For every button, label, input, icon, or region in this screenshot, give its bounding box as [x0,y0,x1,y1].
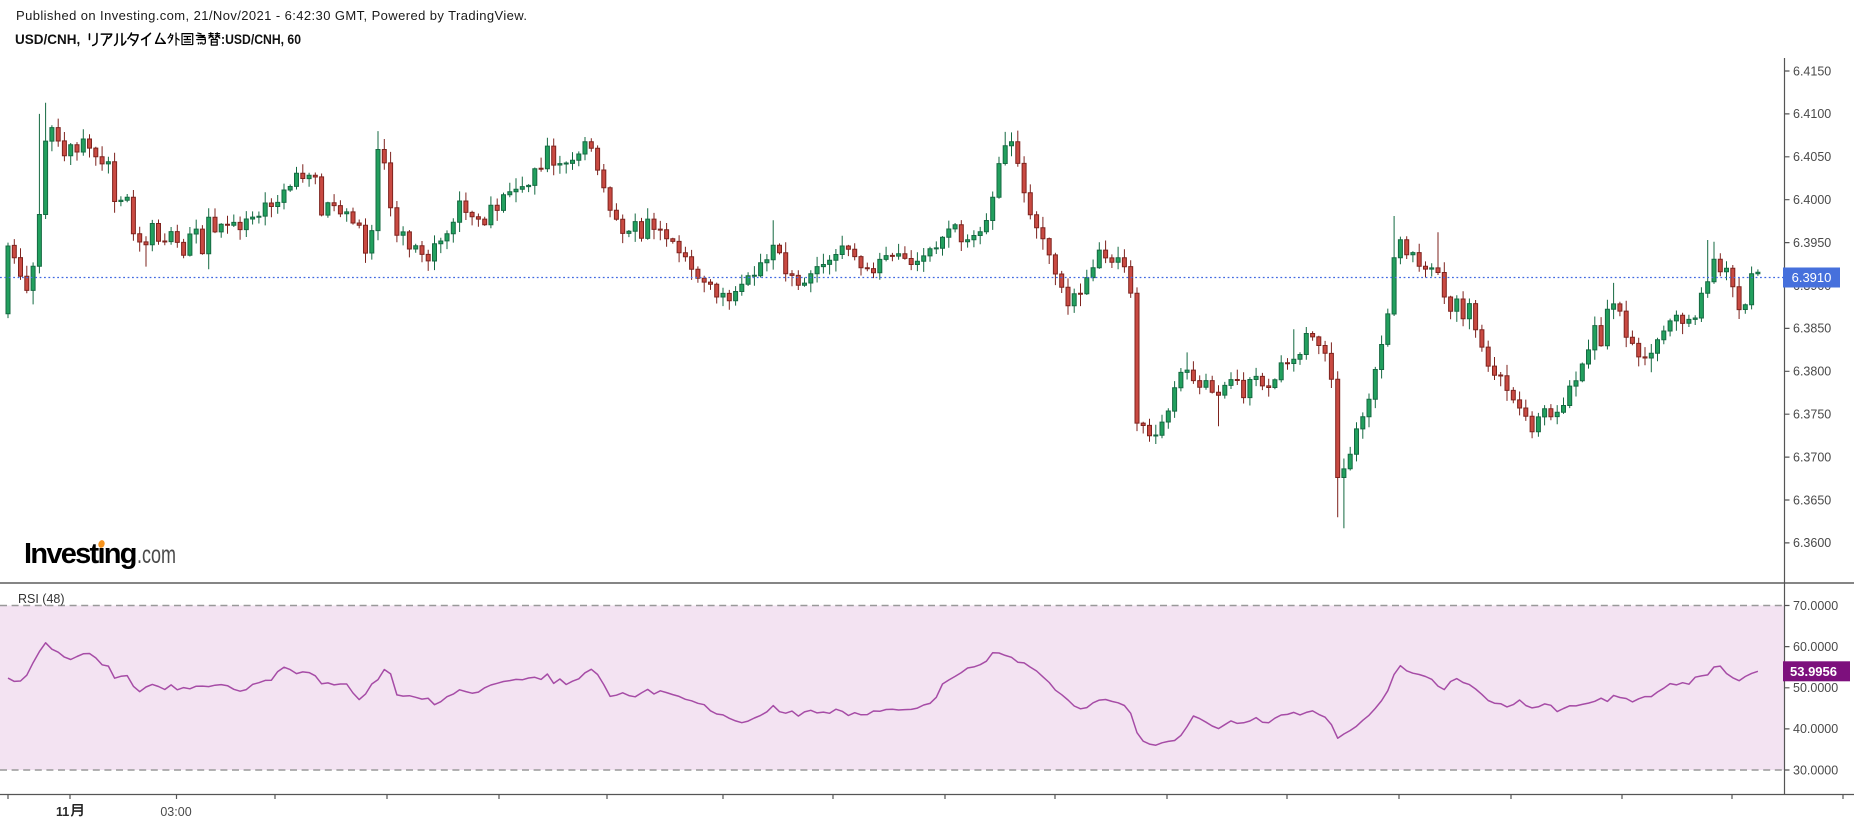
svg-text:70.0000: 70.0000 [1793,599,1838,613]
svg-text::USD/CNH, 60: :USD/CNH, 60 [221,32,301,47]
svg-text:6.4100: 6.4100 [1793,107,1831,121]
svg-text:40.0000: 40.0000 [1793,722,1838,736]
svg-text:60.0000: 60.0000 [1793,640,1838,654]
svg-text:6.3850: 6.3850 [1793,322,1831,336]
svg-text:6.3750: 6.3750 [1793,408,1831,422]
svg-text:6.3600: 6.3600 [1793,536,1831,550]
svg-text:11: 11 [56,805,69,819]
svg-text:.com: .com [137,541,176,569]
svg-text:30.0000: 30.0000 [1793,763,1838,777]
svg-text:Investıng: Investıng [24,538,137,570]
svg-text:6.4150: 6.4150 [1793,64,1831,78]
svg-text:Published on Investing.com, 21: Published on Investing.com, 21/Nov/2021 … [16,8,527,23]
svg-text:50.0000: 50.0000 [1793,681,1838,695]
svg-text:6.3800: 6.3800 [1793,365,1831,379]
svg-text:6.4000: 6.4000 [1793,193,1831,207]
svg-text:6.3650: 6.3650 [1793,493,1831,507]
svg-text:RSI (48): RSI (48) [18,592,65,606]
svg-text:6.3700: 6.3700 [1793,450,1831,464]
svg-text:03:00: 03:00 [160,805,191,819]
svg-text:53.9956: 53.9956 [1790,664,1837,679]
svg-text:6.3950: 6.3950 [1793,236,1831,250]
svg-text:USD/CNH,: USD/CNH, [15,32,80,47]
svg-text:6.3910: 6.3910 [1792,270,1832,285]
svg-text:6.4050: 6.4050 [1793,150,1831,164]
